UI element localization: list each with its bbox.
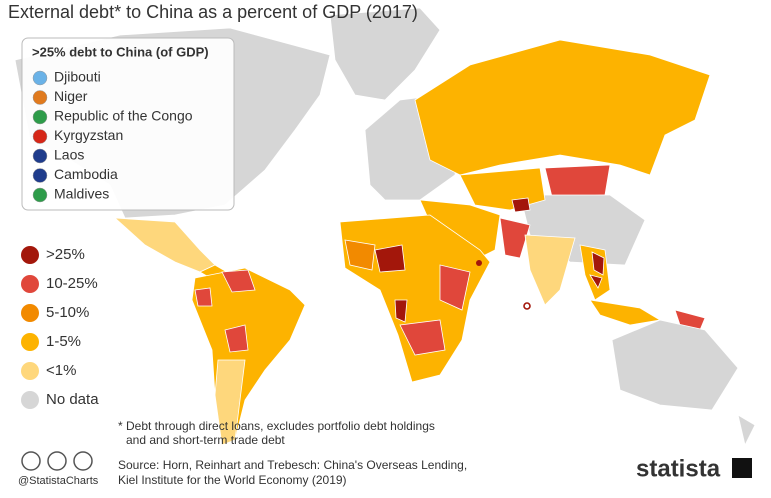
legend-label: 5-10% (46, 304, 89, 321)
bolivia (224, 324, 249, 353)
maldives (523, 302, 531, 310)
russia (414, 39, 711, 176)
highlight-box: >25% debt to China (of GDP) Djibouti Nige… (21, 37, 235, 211)
argentina (214, 359, 246, 446)
flag-icon (32, 129, 48, 144)
legend-swatch (21, 275, 39, 293)
greenland (329, 7, 441, 101)
west-africa (344, 239, 376, 271)
source: Source: Horn, Reinhart and Trebesch: Chi… (118, 458, 467, 472)
new-zealand (737, 414, 756, 447)
niger (374, 244, 406, 273)
indonesia (589, 299, 662, 326)
legend-swatch (21, 246, 39, 264)
brand-mark (732, 458, 752, 478)
box (21, 37, 235, 211)
country-name: Niger (54, 88, 88, 104)
license-icons (21, 451, 93, 471)
footnote: and and short-term trade debt (126, 433, 285, 447)
venezuela (221, 269, 256, 293)
source: Kiel Institute for the World Economy (20… (118, 473, 347, 487)
flag-icon (32, 168, 48, 183)
title: External debt* to China as a percent of … (8, 2, 418, 22)
country-list: Djibouti Niger Republic of the Congo Kyrgyz… (32, 69, 193, 203)
flag-icon (32, 187, 48, 203)
handle: @StatistaCharts (18, 475, 99, 487)
country-name: Maldives (54, 186, 109, 202)
southern-africa (399, 319, 446, 356)
australia (611, 319, 739, 411)
world-map (14, 7, 756, 447)
east-africa (439, 264, 471, 311)
legend-swatch (21, 362, 39, 380)
country-name: Laos (54, 147, 84, 163)
kyrgyzstan (511, 197, 531, 213)
country-name: Republic of the Congo (54, 108, 193, 124)
legend-swatch (21, 333, 39, 351)
legend-swatch (21, 304, 39, 322)
legend-label: No data (46, 391, 99, 408)
country-name: Kyrgyzstan (54, 127, 123, 143)
flag-icon (32, 109, 48, 125)
footnote: * Debt through direct loans, excludes po… (118, 419, 435, 433)
brand-logo: statista (636, 455, 721, 482)
legend-label: 10-25% (46, 275, 98, 292)
legend-label: >25% (46, 246, 85, 263)
ecuador (194, 287, 213, 307)
mongolia (544, 164, 611, 198)
flag-icon (32, 148, 48, 164)
flag-icon (32, 90, 48, 105)
legend-swatch (21, 391, 39, 409)
india (524, 234, 576, 306)
mexico (113, 217, 216, 273)
laos (591, 251, 605, 276)
djibouti (476, 260, 482, 266)
cambodia (589, 274, 603, 289)
central-asia (459, 167, 546, 211)
congo (394, 299, 408, 323)
box-title: >25% debt to China (of GDP) (32, 44, 209, 59)
legend: >25% 10-25% 5-10% 1-5% <1% No data (21, 246, 99, 409)
flag-icon (32, 70, 48, 86)
legend-label: <1% (46, 362, 76, 379)
legend-label: 1-5% (46, 333, 81, 350)
country-name: Djibouti (54, 69, 101, 85)
pakistan (499, 217, 531, 259)
country-name: Cambodia (54, 166, 118, 182)
